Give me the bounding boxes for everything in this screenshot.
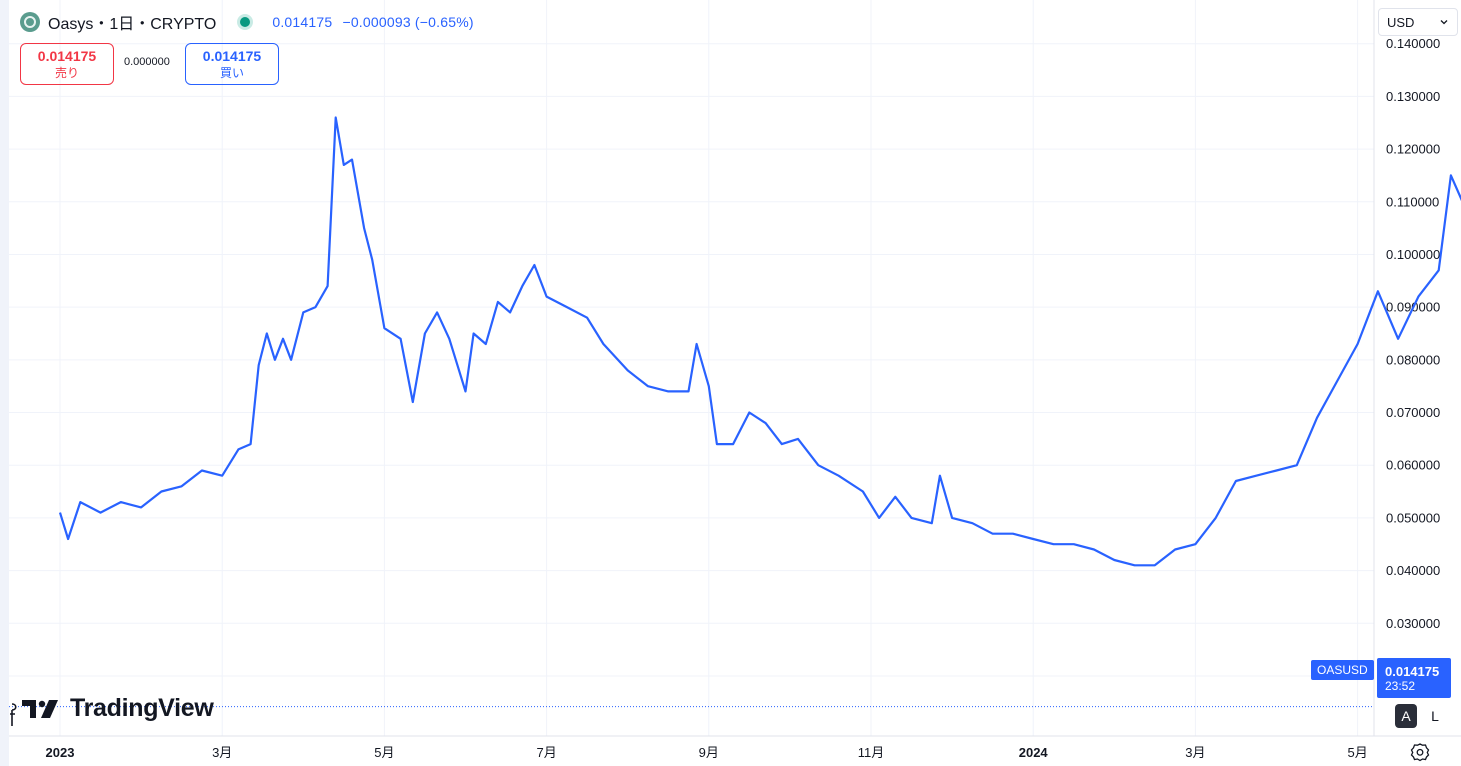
y-tick-label: 0.040000 [1386,563,1440,578]
price-series-line [58,116,1461,567]
y-tick-label: 0.070000 [1386,405,1440,420]
y-tick-label: 0.140000 [1386,36,1440,51]
buy-label: 買い [219,65,244,80]
drag-handle-icon[interactable] [9,702,19,728]
auto-scale-button[interactable]: A [1395,704,1417,728]
price-quote: 0.014175 −0.000093 (−0.65%) [272,14,473,30]
currency-label: USD [1387,14,1415,30]
x-tick-label: 3月 [212,745,232,760]
left-toolbar-strip [0,0,9,766]
x-tick-label: 5月 [1347,745,1367,760]
price-axis[interactable]: 0.140000 0.130000 0.120000 0.110000 0.100000… [1386,36,1440,683]
chart-header: Oasys・1日・CRYPTO 0.014175 −0.000093 (−0.6… [20,8,474,36]
x-tick-label: 3月 [1185,745,1205,760]
sell-price: 0.014175 [37,47,97,64]
y-tick-label: 0.120000 [1386,142,1440,157]
y-tick-label: 0.050000 [1386,510,1440,525]
ticker-label: OASUSD [1311,660,1374,680]
header-change: −0.000093 [342,14,411,30]
y-tick-label: 0.060000 [1386,458,1440,473]
x-tick-label: 7月 [536,745,556,760]
y-tick-label: 0.130000 [1386,89,1440,104]
sell-button[interactable]: 0.014175 売り [20,43,114,85]
buy-button[interactable]: 0.014175 買い [185,43,279,85]
gear-icon[interactable] [1410,742,1430,762]
chevron-down-icon [1440,20,1448,25]
log-scale-button[interactable]: L [1424,704,1446,728]
tradingview-logo-icon [22,699,58,718]
brand-name: TradingView [70,694,214,722]
y-tick-label: 0.100000 [1386,247,1440,262]
x-tick-label: 5月 [374,745,394,760]
buy-price: 0.014175 [202,47,262,64]
tradingview-logo[interactable]: TradingView [22,694,214,723]
x-tick-label: 2023 [46,745,75,760]
last-price-label: 0.014175 23:52 [1377,658,1451,698]
y-tick-label: 0.030000 [1386,616,1440,631]
grid-lines [9,0,1374,736]
x-tick-label: 2024 [1019,745,1049,760]
x-tick-label: 11月 [858,745,885,760]
market-status-icon[interactable] [240,17,251,27]
y-tick-label: 0.110000 [1386,194,1439,209]
currency-dropdown[interactable]: USD [1378,8,1458,36]
last-price-value: 0.014175 [1385,663,1440,679]
header-price: 0.014175 [272,14,333,30]
y-tick-label: 0.080000 [1386,352,1440,367]
time-axis[interactable]: 20233月5月7月9月11月20243月5月7月9月11月20253月5月7月… [46,745,1461,760]
spread-value: 0.000000 [124,56,170,68]
header-change-pct: (−0.65%) [414,14,474,30]
sell-label: 売り [54,65,79,80]
bar-countdown: 23:52 [1385,678,1416,693]
x-tick-label: 9月 [699,745,719,760]
oasys-logo-icon [20,12,40,32]
symbol-title[interactable]: Oasys・1日・CRYPTO [48,16,217,33]
